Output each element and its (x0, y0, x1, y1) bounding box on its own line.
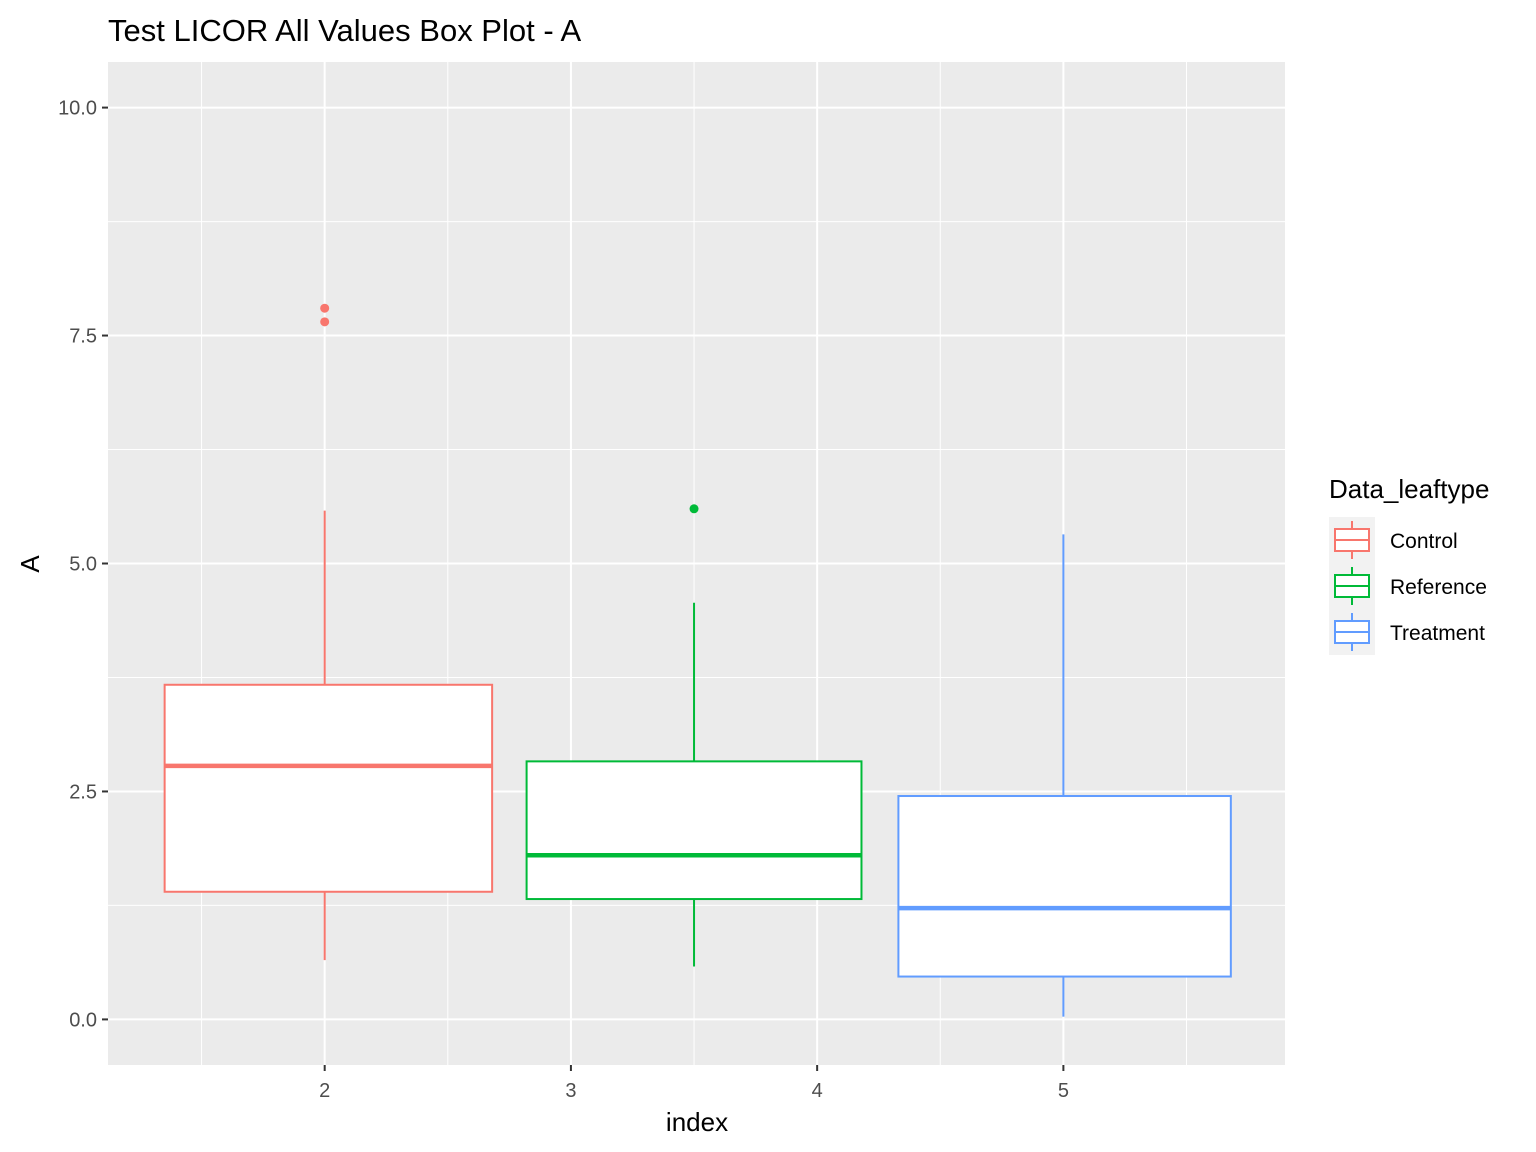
box-iqr (897, 795, 1232, 978)
box-reference (525, 504, 863, 967)
box-control (163, 303, 494, 961)
x-tick-label: 2 (319, 1080, 330, 1102)
box-iqr (525, 760, 863, 901)
y-tick-label: 5.0 (69, 554, 97, 576)
outlier-point (689, 504, 699, 514)
box-iqr (163, 683, 494, 893)
y-axis-title: A (15, 555, 45, 573)
boxes-layer (163, 303, 1232, 1017)
box-treatment (897, 534, 1232, 1017)
y-tick-label: 2.5 (69, 781, 97, 803)
legend-label: Treatment (1390, 622, 1485, 645)
outlier-point (320, 317, 330, 327)
y-tick-label: 10.0 (58, 98, 97, 120)
x-axis: 2 3 4 5 (319, 1065, 1069, 1102)
legend-item-control: Control (1334, 521, 1458, 559)
y-tick-label: 7.5 (69, 326, 97, 348)
legend-title: Data_leaftype (1329, 474, 1489, 504)
outlier-point (320, 303, 330, 313)
legend-label: Reference (1390, 576, 1487, 599)
y-axis: 0.0 2.5 5.0 7.5 10.0 (58, 98, 108, 1031)
legend-item-reference: Reference (1334, 567, 1487, 605)
x-tick-label: 3 (565, 1080, 576, 1102)
chart-title: Test LICOR All Values Box Plot - A (108, 13, 582, 48)
x-tick-label: 5 (1058, 1080, 1069, 1102)
y-tick-label: 0.0 (69, 1009, 97, 1031)
x-tick-label: 4 (812, 1080, 823, 1102)
legend: Data_leaftype Control Reference Treatment (1329, 474, 1489, 655)
x-axis-title: index (666, 1107, 728, 1137)
legend-item-treatment: Treatment (1334, 613, 1485, 651)
legend-label: Control (1390, 530, 1458, 553)
